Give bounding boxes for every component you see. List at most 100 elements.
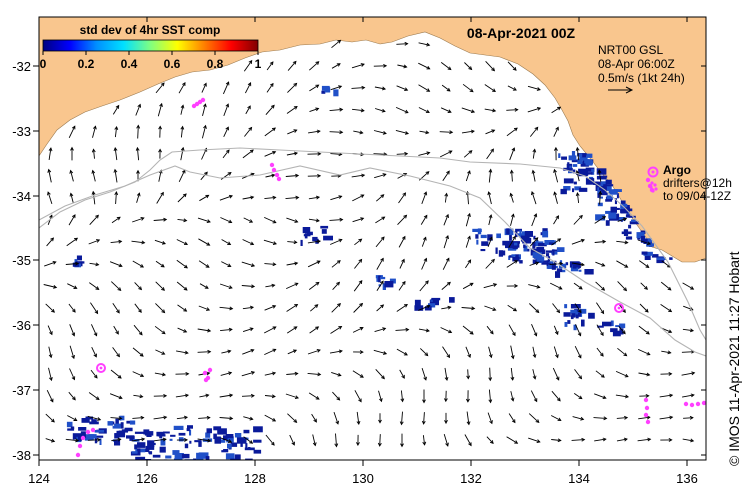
current-arrow [70, 146, 74, 161]
current-arrow [308, 195, 321, 200]
sst-pixel [159, 446, 166, 453]
reference-arrow-icon [608, 86, 634, 94]
current-arrow [221, 261, 232, 267]
current-arrow [266, 61, 274, 71]
current-arrow [48, 367, 53, 382]
map-title: 08-Apr-2021 00Z [467, 25, 576, 41]
sst-pixel [577, 262, 581, 269]
sst-pixel [561, 156, 567, 160]
current-arrow [421, 191, 428, 205]
sst-pixel [616, 193, 619, 199]
current-arrow [395, 129, 410, 135]
current-arrow [48, 346, 53, 359]
sst-pixel [556, 268, 563, 273]
sst-pixel [640, 236, 646, 243]
sst-pixel [253, 439, 262, 443]
sst-pixel [537, 256, 545, 262]
sst-pixel [495, 247, 498, 254]
sst-pixel [643, 238, 648, 244]
current-arrow [287, 413, 298, 423]
current-arrow [285, 173, 300, 178]
sst-pixel [599, 187, 602, 191]
current-arrow [221, 349, 232, 354]
colorbar-tick-label: 1 [255, 57, 262, 71]
sst-pixel [163, 431, 170, 434]
sst-pixel [570, 304, 581, 309]
current-arrow [374, 108, 386, 113]
current-arrow [331, 371, 342, 377]
sst-pixel [533, 235, 536, 240]
sst-pixel [631, 219, 636, 222]
current-arrow [440, 107, 452, 113]
sst-pixel [511, 254, 516, 257]
current-arrow [155, 349, 166, 355]
y-tick-label: -34 [12, 189, 31, 204]
current-arrow [463, 150, 473, 158]
drifter-marker-icon [649, 181, 658, 193]
sst-pixel [70, 426, 75, 429]
sst-pixel [144, 431, 154, 436]
sst-pixel [205, 456, 210, 460]
sst-pixel [303, 234, 311, 237]
current-arrow [484, 305, 497, 311]
current-arrow [400, 390, 405, 403]
current-arrow [376, 194, 385, 202]
sst-pixel [571, 313, 576, 318]
current-arrow [441, 305, 452, 310]
sst-pixel [506, 228, 510, 235]
current-arrow [637, 239, 651, 246]
sst-pixel [578, 269, 582, 272]
sst-pixel [619, 328, 624, 335]
current-arrow [444, 412, 448, 425]
current-arrow [462, 282, 474, 290]
current-arrow [532, 369, 537, 380]
current-arrow [418, 107, 430, 114]
sst-pixel [606, 195, 613, 200]
current-arrow [398, 235, 406, 248]
current-arrow [442, 257, 450, 270]
current-arrow [222, 149, 230, 159]
current-arrow [241, 371, 256, 377]
sst-pixel [66, 421, 73, 428]
current-arrow [198, 260, 210, 268]
current-arrow [597, 169, 602, 182]
current-arrow [574, 346, 582, 359]
sst-pixel [94, 430, 105, 433]
current-arrow [444, 192, 449, 203]
sst-pixel [548, 262, 553, 269]
sst-pixel [532, 259, 537, 264]
sst-pixel [637, 236, 641, 240]
current-arrow [488, 389, 493, 404]
current-arrow [507, 85, 517, 91]
sst-pixel [245, 458, 253, 460]
current-arrow [638, 325, 650, 335]
sst-pixel [585, 167, 595, 172]
drifter-track [683, 400, 706, 408]
current-arrow [575, 192, 580, 204]
current-arrow [242, 149, 254, 159]
sst-pixel [230, 458, 240, 460]
current-arrow [660, 371, 673, 376]
current-arrow [176, 350, 189, 355]
current-arrow [90, 324, 98, 337]
current-arrow [356, 411, 361, 426]
current-arrow [90, 302, 99, 315]
current-arrow [110, 281, 122, 292]
current-arrow [508, 413, 516, 424]
current-arrow [308, 392, 320, 400]
drifter-track [269, 162, 282, 182]
current-arrow [89, 214, 99, 226]
current-arrow [683, 415, 694, 420]
current-arrow [616, 437, 628, 442]
sst-pixel [107, 421, 113, 426]
current-arrow [331, 260, 341, 268]
sst-pixel [416, 306, 420, 311]
sst-pixel [303, 228, 310, 231]
sst-pixel [580, 154, 586, 159]
current-arrow [572, 416, 585, 421]
current-arrow [615, 394, 630, 399]
current-arrow [550, 415, 562, 422]
current-arrow [109, 261, 123, 268]
current-arrow [69, 169, 74, 182]
current-arrow [243, 217, 254, 223]
